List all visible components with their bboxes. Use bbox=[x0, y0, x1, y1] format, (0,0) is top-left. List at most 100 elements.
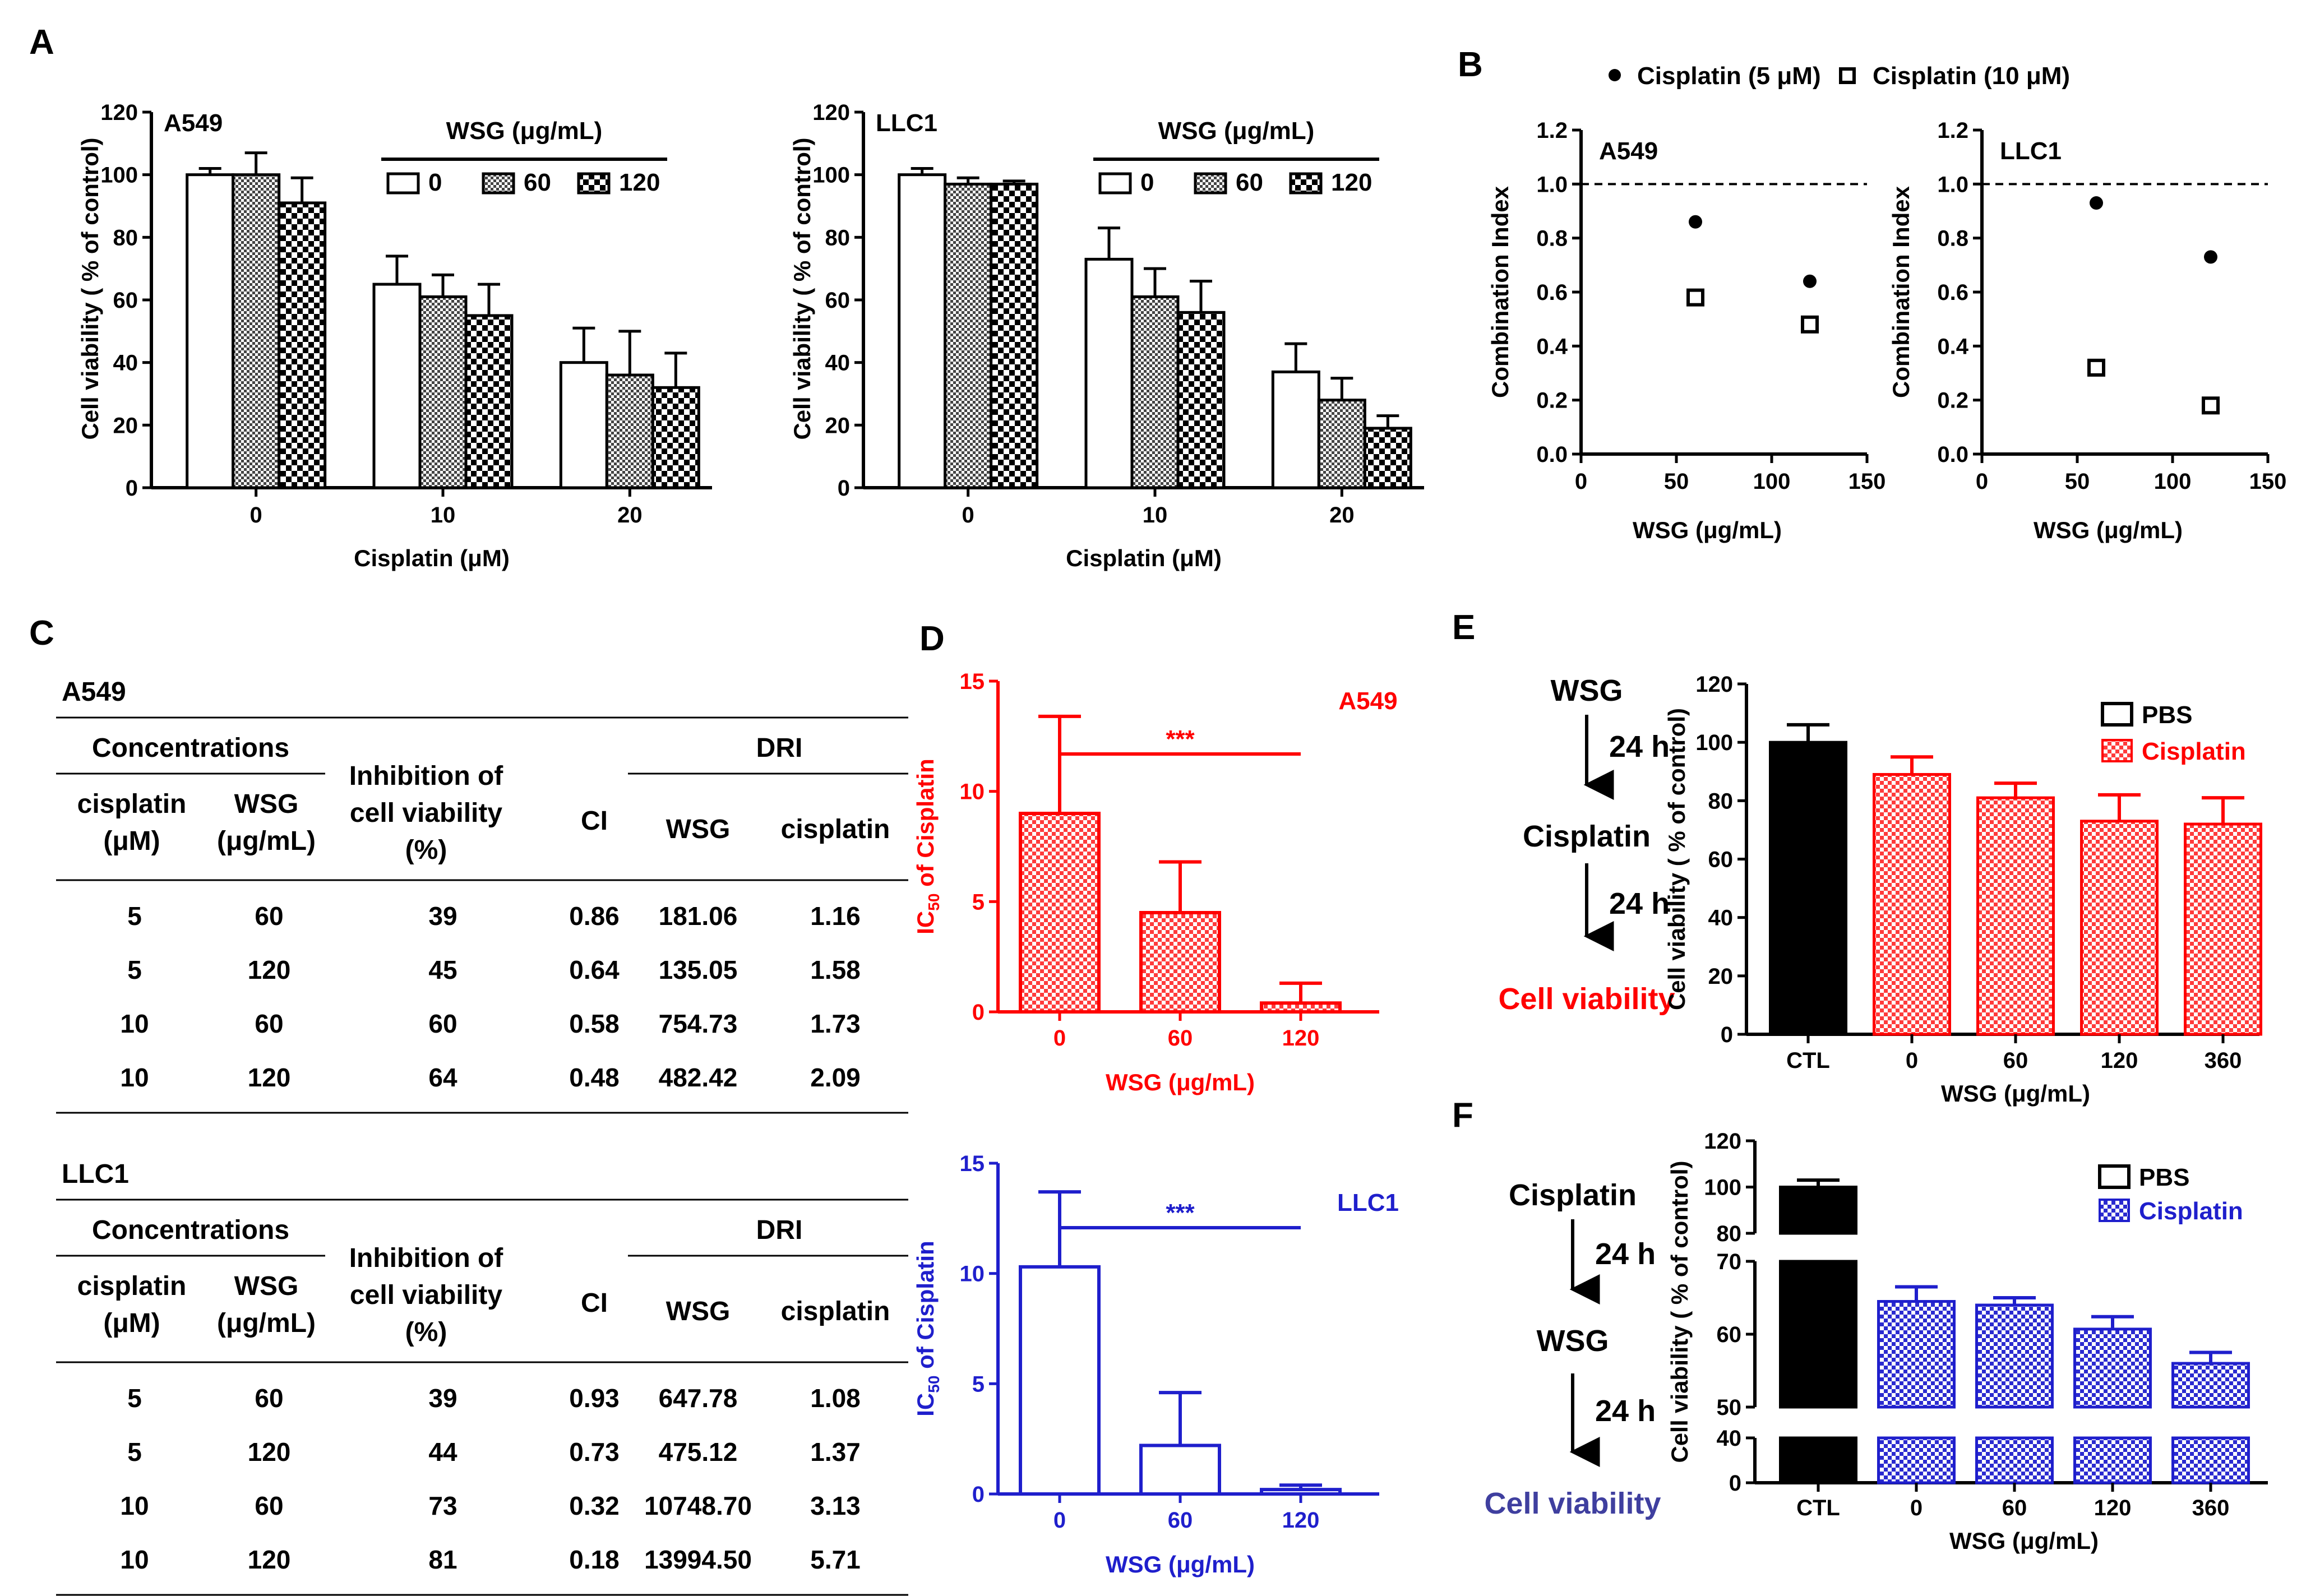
table-cell: 64 bbox=[428, 1063, 457, 1092]
header-dri-wsg: WSG bbox=[666, 1297, 731, 1326]
y-tick-label: 40 bbox=[1717, 1426, 1742, 1451]
y-tick-label: 0.2 bbox=[1937, 388, 1968, 413]
f-flow: Cisplatin 24 h WSG 24 h Cell viability bbox=[1484, 1178, 1661, 1520]
table-cell: 10 bbox=[120, 1545, 149, 1574]
bar bbox=[186, 173, 235, 489]
table-cell: 0.32 bbox=[569, 1491, 620, 1520]
bar bbox=[1019, 812, 1101, 1014]
table-cell: 5.71 bbox=[810, 1545, 861, 1574]
bar bbox=[1130, 295, 1180, 489]
y-tick-label: 120 bbox=[1695, 672, 1733, 697]
header-dri: DRI bbox=[756, 733, 803, 763]
y-axis-title: Cell viability ( % of control) bbox=[789, 137, 815, 440]
y-tick-label: 60 bbox=[825, 288, 851, 313]
chart-title: A549 bbox=[1338, 687, 1397, 715]
x-axis-title: Cisplatin (μM) bbox=[1066, 545, 1222, 571]
x-axis-title: WSG (μg/mL) bbox=[1633, 517, 1782, 543]
y-tick-label: 40 bbox=[113, 351, 138, 376]
y-axis-title: Cell viability ( % of control) bbox=[1666, 1160, 1693, 1463]
table-cell: 60 bbox=[255, 901, 283, 931]
bar-segment-middle bbox=[2171, 1362, 2250, 1409]
y-tick-label: 10 bbox=[960, 1262, 985, 1287]
f-flow-step-1: Cisplatin bbox=[1509, 1178, 1637, 1212]
table-cell: 60 bbox=[428, 1009, 457, 1038]
table-cell: 73 bbox=[428, 1491, 457, 1520]
legend-swatch bbox=[1098, 172, 1132, 195]
legend-label-pbs: PBS bbox=[2142, 701, 2192, 729]
x-axis-title: WSG (μg/mL) bbox=[1949, 1528, 2099, 1554]
bar-segment-middle bbox=[1779, 1260, 1857, 1409]
chart-title: A549 bbox=[164, 109, 223, 137]
e-flow-step-2: Cisplatin bbox=[1523, 820, 1651, 853]
x-tick-label: 0 bbox=[962, 503, 974, 528]
table-cell: 0.93 bbox=[569, 1384, 620, 1413]
y-tick-label: 0.4 bbox=[1937, 334, 1968, 359]
table-cell: 5 bbox=[127, 955, 142, 984]
bar bbox=[1084, 257, 1134, 489]
header-inhibition: cell viability bbox=[350, 798, 502, 828]
x-tick-label: 20 bbox=[617, 503, 643, 528]
y-tick-label: 100 bbox=[812, 163, 850, 188]
y-tick-label: 5 bbox=[972, 1372, 985, 1396]
bar bbox=[651, 386, 700, 489]
table-cell: 2.09 bbox=[810, 1063, 861, 1092]
table-cell: 13994.50 bbox=[644, 1545, 752, 1574]
bar bbox=[1317, 399, 1366, 489]
y-axis-title: Combination Index bbox=[1487, 186, 1513, 398]
legend-label-cisplatin: Cisplatin bbox=[2142, 738, 2246, 765]
legend-marker-open-square bbox=[1839, 67, 1856, 84]
header-inhibition: Inhibition of bbox=[349, 761, 504, 791]
table-cell: 10748.70 bbox=[644, 1491, 752, 1520]
legend-label: 0 bbox=[1140, 169, 1154, 196]
table-cell: 482.42 bbox=[659, 1063, 738, 1092]
header-inhibition: Inhibition of bbox=[349, 1243, 504, 1273]
header-cisplatin: (μM) bbox=[103, 1308, 160, 1338]
table-cell: 60 bbox=[255, 1491, 283, 1520]
bar bbox=[944, 182, 993, 489]
y-tick-label: 15 bbox=[960, 669, 985, 694]
table-cell: 0.58 bbox=[569, 1009, 620, 1038]
legend-label-cisplatin: Cisplatin bbox=[2139, 1197, 2243, 1225]
table-cell: 475.12 bbox=[659, 1437, 738, 1467]
legend-swatch-pbs bbox=[2098, 1164, 2131, 1189]
x-tick-label: 0 bbox=[1575, 469, 1587, 494]
table-cell: 5 bbox=[127, 901, 142, 931]
bar-segment-middle bbox=[1975, 1303, 2054, 1409]
bar bbox=[1260, 1001, 1342, 1014]
x-axis-title: WSG (μg/mL) bbox=[1941, 1080, 2090, 1107]
y-tick-label: 10 bbox=[960, 780, 985, 804]
y-tick-label: 0.6 bbox=[1536, 280, 1568, 305]
x-tick-label: 60 bbox=[1168, 1508, 1193, 1533]
chart-title: LLC1 bbox=[876, 109, 937, 137]
y-tick-label: 60 bbox=[1717, 1322, 1742, 1347]
table-cell: 1.08 bbox=[810, 1384, 861, 1413]
legend-swatch-pbs bbox=[2101, 702, 2133, 727]
bar bbox=[1019, 1265, 1101, 1496]
y-tick-label: 0.2 bbox=[1536, 388, 1568, 413]
bar bbox=[2184, 822, 2262, 1036]
header-wsg: (μg/mL) bbox=[217, 1308, 316, 1338]
y-tick-label: 100 bbox=[1695, 730, 1733, 755]
x-axis-title: Cisplatin (μM) bbox=[354, 545, 510, 571]
bar bbox=[464, 314, 514, 489]
table-cell: 181.06 bbox=[659, 901, 738, 931]
y-tick-label: 40 bbox=[825, 351, 851, 376]
y-axis-title: IC50 of Cisplatin bbox=[912, 1241, 942, 1417]
y-tick-label: 5 bbox=[972, 890, 985, 914]
y-tick-label: 100 bbox=[100, 163, 138, 188]
x-tick-label: 120 bbox=[2101, 1048, 2138, 1073]
header-inhibition: (%) bbox=[405, 835, 447, 865]
y-tick-label: 120 bbox=[1704, 1129, 1741, 1154]
panel-label-c: C bbox=[29, 614, 54, 653]
legend-title: WSG (μg/mL) bbox=[446, 117, 603, 145]
table-cell: 5 bbox=[127, 1384, 142, 1413]
header-ci: CI bbox=[581, 806, 608, 836]
y-tick-label: 15 bbox=[960, 1151, 985, 1176]
table-cell: 1.58 bbox=[810, 955, 861, 984]
y-tick-label: 0.0 bbox=[1536, 442, 1568, 467]
y-tick-label: 80 bbox=[1708, 789, 1734, 813]
panel-e-chart: 0 20 40 60 80 100 120 CTL 0 60 120 360 WSG (μg/mL) Ce… bbox=[1663, 672, 2262, 1107]
x-tick-label: 0 bbox=[1053, 1508, 1066, 1533]
table-cell: 0.73 bbox=[569, 1437, 620, 1467]
table-cell: 10 bbox=[120, 1009, 149, 1038]
